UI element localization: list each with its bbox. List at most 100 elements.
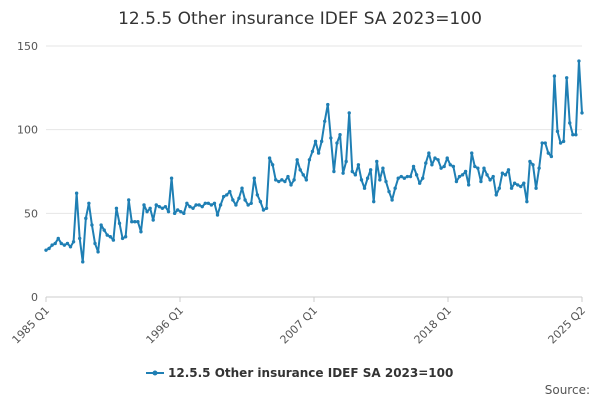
data-point[interactable] xyxy=(414,173,419,177)
data-point[interactable] xyxy=(571,132,575,137)
data-point[interactable] xyxy=(295,158,299,162)
data-point[interactable] xyxy=(335,141,339,145)
data-point[interactable] xyxy=(127,198,131,202)
data-point[interactable] xyxy=(350,169,354,174)
data-point[interactable] xyxy=(433,156,437,160)
data-point[interactable] xyxy=(74,191,79,195)
data-point[interactable] xyxy=(488,178,492,182)
data-point[interactable] xyxy=(212,201,217,205)
data-point[interactable] xyxy=(460,173,465,177)
data-point[interactable] xyxy=(463,169,468,174)
data-point[interactable] xyxy=(87,201,91,205)
data-point[interactable] xyxy=(197,203,201,207)
data-point[interactable] xyxy=(117,221,122,226)
data-point[interactable] xyxy=(580,111,584,115)
data-point[interactable] xyxy=(549,154,554,159)
data-point[interactable] xyxy=(555,129,560,134)
data-point[interactable] xyxy=(436,158,440,162)
data-point[interactable] xyxy=(136,220,140,224)
data-point[interactable] xyxy=(448,163,452,167)
data-point[interactable] xyxy=(503,173,508,177)
data-point[interactable] xyxy=(176,208,180,212)
data-point[interactable] xyxy=(243,198,247,202)
data-point[interactable] xyxy=(307,158,312,162)
data-point[interactable] xyxy=(561,139,566,144)
data-point[interactable] xyxy=(258,199,263,204)
data-point[interactable] xyxy=(439,166,443,170)
data-point[interactable] xyxy=(528,159,532,164)
data-point[interactable] xyxy=(114,206,119,211)
data-point[interactable] xyxy=(347,111,351,115)
data-point[interactable] xyxy=(68,245,73,249)
data-point[interactable] xyxy=(323,119,327,124)
data-point[interactable] xyxy=(298,168,302,172)
data-point[interactable] xyxy=(206,201,211,205)
data-point[interactable] xyxy=(445,156,449,160)
data-point[interactable] xyxy=(99,223,103,227)
data-point[interactable] xyxy=(111,238,116,242)
data-point[interactable] xyxy=(497,186,501,190)
data-point[interactable] xyxy=(543,141,547,145)
data-point[interactable] xyxy=(515,183,520,187)
data-point[interactable] xyxy=(252,176,256,180)
data-point[interactable] xyxy=(93,241,97,246)
data-point[interactable] xyxy=(365,176,370,180)
data-point[interactable] xyxy=(151,218,155,222)
data-point[interactable] xyxy=(44,248,48,252)
data-point[interactable] xyxy=(408,174,413,179)
data-point[interactable] xyxy=(552,74,557,78)
data-point[interactable] xyxy=(362,186,367,190)
data-point[interactable] xyxy=(130,220,134,224)
data-point[interactable] xyxy=(277,179,281,184)
data-point[interactable] xyxy=(102,228,106,232)
data-point[interactable] xyxy=(120,236,125,241)
data-point[interactable] xyxy=(344,159,348,164)
data-point[interactable] xyxy=(310,149,315,154)
data-point[interactable] xyxy=(200,204,204,209)
data-point[interactable] xyxy=(179,209,183,214)
data-point[interactable] xyxy=(157,204,162,209)
data-point[interactable] xyxy=(90,223,94,227)
data-point[interactable] xyxy=(387,189,391,194)
data-point[interactable] xyxy=(62,243,67,247)
data-point[interactable] xyxy=(506,168,511,172)
data-point[interactable] xyxy=(491,174,495,179)
data-point[interactable] xyxy=(240,186,244,190)
data-point[interactable] xyxy=(473,164,477,169)
data-point[interactable] xyxy=(509,186,514,190)
data-point[interactable] xyxy=(402,176,407,180)
data-point[interactable] xyxy=(53,241,57,246)
data-point[interactable] xyxy=(246,203,250,207)
data-point[interactable] xyxy=(466,183,471,187)
data-point[interactable] xyxy=(368,168,373,172)
data-point[interactable] xyxy=(191,206,195,211)
data-point[interactable] xyxy=(166,209,171,214)
data-point[interactable] xyxy=(274,178,278,182)
data-point[interactable] xyxy=(454,179,459,184)
data-point[interactable] xyxy=(405,174,410,179)
data-point[interactable] xyxy=(209,203,214,207)
data-point[interactable] xyxy=(139,230,143,234)
data-point[interactable] xyxy=(546,151,551,155)
data-point[interactable] xyxy=(169,176,174,180)
data-point[interactable] xyxy=(451,164,456,169)
data-point[interactable] xyxy=(264,206,269,211)
data-point[interactable] xyxy=(270,163,275,167)
data-point[interactable] xyxy=(359,178,364,182)
data-point[interactable] xyxy=(215,213,220,217)
data-point[interactable] xyxy=(84,216,88,221)
data-point[interactable] xyxy=(519,184,523,189)
data-point[interactable] xyxy=(353,173,358,177)
data-point[interactable] xyxy=(194,203,198,207)
data-point[interactable] xyxy=(145,209,149,214)
data-point[interactable] xyxy=(399,174,403,179)
data-point[interactable] xyxy=(577,59,581,63)
data-point[interactable] xyxy=(71,240,76,244)
data-point[interactable] xyxy=(304,178,309,182)
data-point[interactable] xyxy=(319,139,324,144)
data-point[interactable] xyxy=(326,102,330,107)
data-point[interactable] xyxy=(338,132,342,137)
data-point[interactable] xyxy=(234,203,238,207)
data-point[interactable] xyxy=(47,246,51,251)
data-point[interactable] xyxy=(525,199,529,204)
